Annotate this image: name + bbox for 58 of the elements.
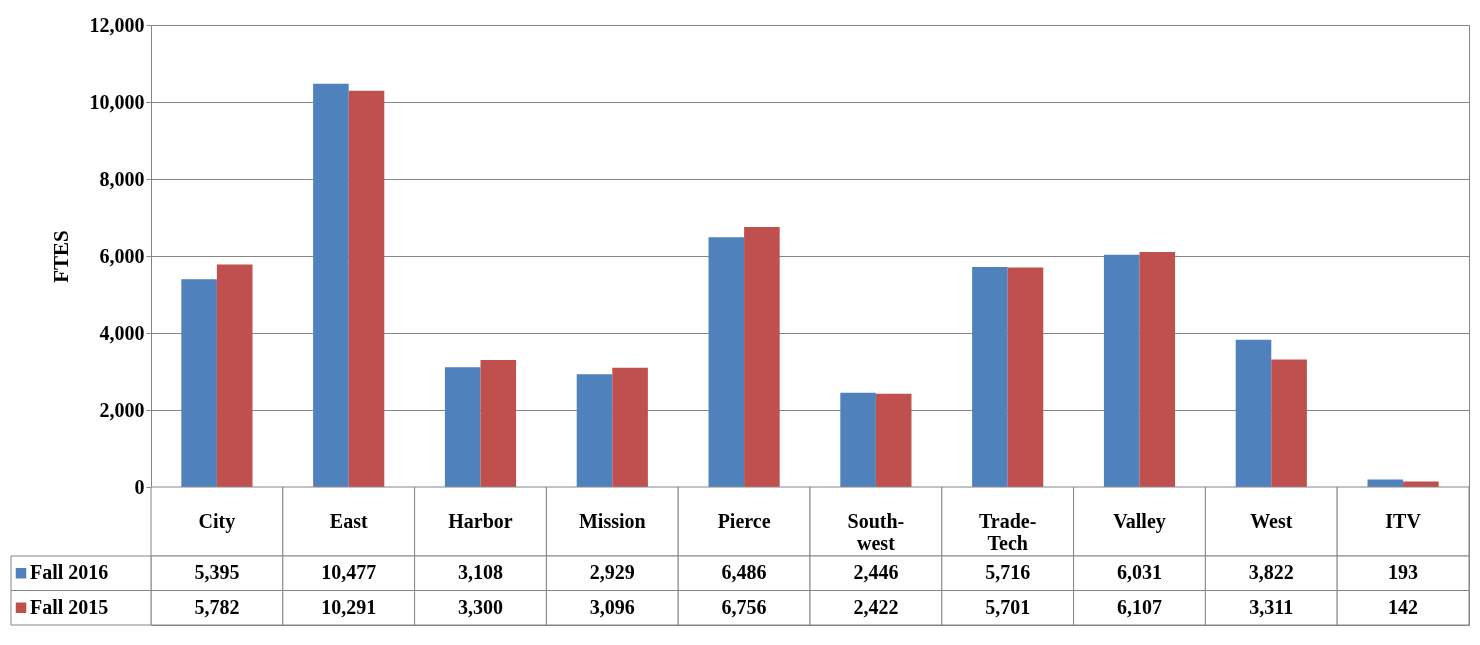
data-label: 6,107 bbox=[1117, 595, 1162, 618]
y-tick-label: 8,000 bbox=[99, 167, 145, 190]
y-tick-label: 12,000 bbox=[89, 13, 145, 36]
bar bbox=[1139, 251, 1176, 487]
x-tick-label: Trade- Tech bbox=[979, 509, 1037, 554]
data-label: 5,701 bbox=[985, 595, 1031, 618]
x-tick-label: City bbox=[198, 509, 236, 533]
bar bbox=[1235, 339, 1272, 487]
y-tick-label: 0 bbox=[134, 475, 145, 498]
bar bbox=[216, 264, 253, 487]
bar bbox=[1103, 254, 1140, 487]
bar bbox=[348, 90, 385, 487]
y-axis-title: FTES bbox=[48, 230, 73, 283]
data-label: 3,311 bbox=[1249, 595, 1294, 618]
bar bbox=[972, 266, 1008, 487]
x-tick-label: Valley bbox=[1113, 509, 1166, 533]
bar bbox=[576, 374, 613, 487]
data-label: 6,756 bbox=[721, 595, 767, 618]
x-tick-label: Mission bbox=[578, 509, 646, 532]
bar bbox=[612, 367, 648, 487]
x-tick-label: South- west bbox=[847, 509, 905, 554]
bar bbox=[313, 83, 349, 487]
data-label: 142 bbox=[1388, 595, 1419, 618]
data-label: 3,300 bbox=[458, 595, 503, 618]
bar bbox=[181, 279, 217, 487]
data-label: 6,031 bbox=[1117, 561, 1162, 584]
bar bbox=[840, 392, 876, 487]
legend-label: Fall 2016 bbox=[30, 561, 109, 584]
data-label: 5,782 bbox=[194, 595, 240, 618]
data-label: 6,486 bbox=[721, 561, 767, 584]
data-label: 3,822 bbox=[1248, 561, 1294, 584]
bar bbox=[875, 393, 912, 487]
legend-label: Fall 2015 bbox=[30, 595, 109, 618]
data-label: 3,096 bbox=[589, 595, 635, 618]
x-tick-label: West bbox=[1250, 509, 1293, 532]
data-label: 2,929 bbox=[589, 561, 635, 584]
x-tick-label: Pierce bbox=[717, 509, 771, 532]
x-tick-label: East bbox=[329, 509, 368, 532]
bar bbox=[480, 359, 517, 487]
y-tick-label: 4,000 bbox=[99, 321, 145, 344]
bar bbox=[1271, 359, 1307, 487]
data-label: 2,446 bbox=[853, 561, 899, 584]
data-label: 5,716 bbox=[985, 561, 1031, 584]
bar bbox=[708, 237, 745, 487]
x-tick-label: Harbor bbox=[448, 509, 513, 532]
y-tick-label: 10,000 bbox=[89, 90, 145, 113]
data-label: 10,477 bbox=[321, 561, 377, 584]
data-label: 2,422 bbox=[853, 595, 899, 618]
y-tick-label: 2,000 bbox=[99, 398, 145, 421]
x-tick-label: ITV bbox=[1385, 509, 1422, 532]
y-tick-label: 6,000 bbox=[99, 244, 145, 267]
data-label: 193 bbox=[1388, 561, 1419, 584]
bar bbox=[1007, 267, 1044, 487]
data-label: 5,395 bbox=[194, 561, 240, 584]
data-label: 3,108 bbox=[458, 561, 503, 584]
data-label: 10,291 bbox=[321, 595, 377, 618]
bar bbox=[444, 367, 481, 487]
bar bbox=[744, 226, 780, 487]
